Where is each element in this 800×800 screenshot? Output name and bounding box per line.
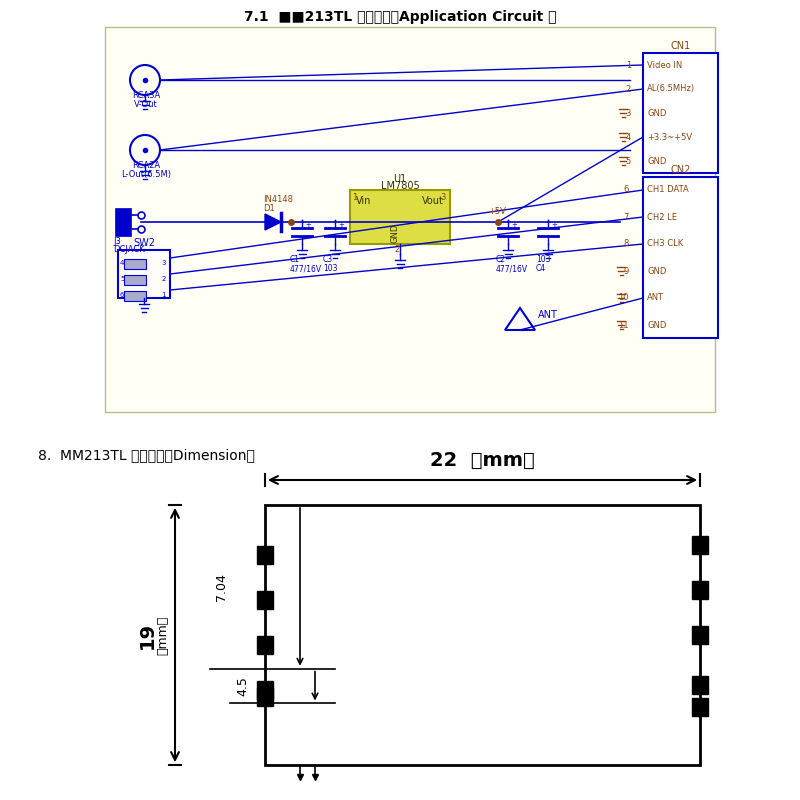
Text: 11: 11 — [618, 321, 629, 330]
Text: 1: 1 — [162, 292, 166, 298]
Text: 6: 6 — [120, 292, 125, 298]
Bar — [692, 581, 708, 599]
Bar — [257, 546, 273, 564]
Text: D1: D1 — [263, 204, 274, 213]
Text: 477/16V: 477/16V — [290, 264, 322, 273]
Bar — [257, 688, 273, 706]
Text: 1: 1 — [352, 193, 358, 202]
Bar — [265, 505, 700, 765]
Bar — [257, 591, 273, 609]
Text: +: + — [551, 222, 557, 228]
Bar — [692, 536, 708, 554]
Text: C1: C1 — [290, 255, 300, 264]
Text: +3.3~+5V: +3.3~+5V — [647, 133, 692, 142]
Text: CH3 CLK: CH3 CLK — [647, 239, 683, 249]
Text: +: + — [305, 222, 311, 228]
Bar — [124, 259, 146, 269]
Text: 10: 10 — [618, 294, 629, 302]
Text: 5: 5 — [626, 157, 631, 166]
Text: DCJACK: DCJACK — [113, 245, 145, 254]
Text: 3: 3 — [440, 193, 446, 202]
Text: 3: 3 — [162, 260, 166, 266]
Text: 7.04: 7.04 — [214, 573, 227, 601]
Bar — [257, 636, 273, 654]
Text: GND: GND — [647, 157, 666, 166]
Text: 2: 2 — [626, 85, 631, 94]
Text: RCA3A: RCA3A — [132, 91, 160, 100]
Bar — [124, 275, 146, 285]
Text: 1: 1 — [626, 61, 631, 70]
Text: 4.5: 4.5 — [237, 676, 250, 696]
Text: GND: GND — [647, 321, 666, 330]
Text: 2: 2 — [162, 276, 166, 282]
Text: +: + — [511, 222, 517, 228]
Text: 103: 103 — [536, 255, 550, 264]
Bar — [115, 208, 131, 236]
Text: GND: GND — [647, 266, 666, 275]
Text: CH2 LE: CH2 LE — [647, 213, 677, 222]
Text: +: + — [338, 222, 344, 228]
Text: 6: 6 — [624, 186, 629, 194]
Text: 22  （mm）: 22 （mm） — [430, 451, 535, 470]
Text: AL(6.5MHz): AL(6.5MHz) — [647, 85, 695, 94]
Polygon shape — [265, 214, 281, 230]
Text: CN1: CN1 — [670, 41, 690, 51]
Bar — [643, 53, 718, 173]
Bar — [257, 681, 273, 699]
Text: IN4148: IN4148 — [263, 195, 293, 204]
Text: 7: 7 — [624, 213, 629, 222]
Text: C3: C3 — [323, 255, 333, 264]
Text: GND: GND — [647, 109, 666, 118]
Text: SW2: SW2 — [133, 238, 155, 248]
Text: 103: 103 — [323, 264, 338, 273]
Bar — [105, 27, 715, 412]
Text: 8.  MM213TL 结构尺寸（Dimension）: 8. MM213TL 结构尺寸（Dimension） — [38, 448, 255, 462]
Text: 9: 9 — [624, 266, 629, 275]
Text: CN2: CN2 — [670, 165, 690, 175]
Text: 5: 5 — [120, 276, 124, 282]
Text: ANT: ANT — [538, 310, 558, 320]
Bar — [124, 291, 146, 301]
Text: GND: GND — [390, 224, 399, 243]
Text: RCA2A: RCA2A — [132, 161, 160, 170]
Text: （mm）: （mm） — [157, 615, 170, 654]
Text: 19: 19 — [138, 622, 157, 649]
Text: 4: 4 — [120, 260, 124, 266]
Bar — [692, 626, 708, 644]
Text: L-Out(6.5M): L-Out(6.5M) — [121, 170, 171, 179]
Text: Video IN: Video IN — [647, 61, 682, 70]
Text: 8: 8 — [624, 239, 629, 249]
Text: ANT: ANT — [647, 294, 664, 302]
Text: J3: J3 — [113, 237, 121, 246]
Text: 3: 3 — [626, 109, 631, 118]
Text: C2: C2 — [496, 255, 506, 264]
Text: 477/16V: 477/16V — [496, 264, 528, 273]
Text: Vout: Vout — [422, 196, 444, 206]
Text: U1: U1 — [394, 174, 406, 184]
Text: C4: C4 — [536, 264, 546, 273]
Bar — [643, 177, 718, 338]
Text: LM7805: LM7805 — [381, 181, 419, 191]
Text: CH1 DATA: CH1 DATA — [647, 186, 689, 194]
Text: 4: 4 — [626, 133, 631, 142]
Bar — [350, 190, 450, 244]
Bar — [118, 250, 170, 298]
Text: V-Out: V-Out — [134, 100, 158, 109]
Bar — [692, 698, 708, 716]
Text: Vin: Vin — [356, 196, 371, 206]
Bar — [692, 676, 708, 694]
Text: 2: 2 — [394, 245, 399, 254]
Text: +5V: +5V — [488, 207, 506, 216]
Text: 7.1  ■■213TL 应用电路（Application Circuit ）: 7.1 ■■213TL 应用电路（Application Circuit ） — [244, 10, 556, 24]
